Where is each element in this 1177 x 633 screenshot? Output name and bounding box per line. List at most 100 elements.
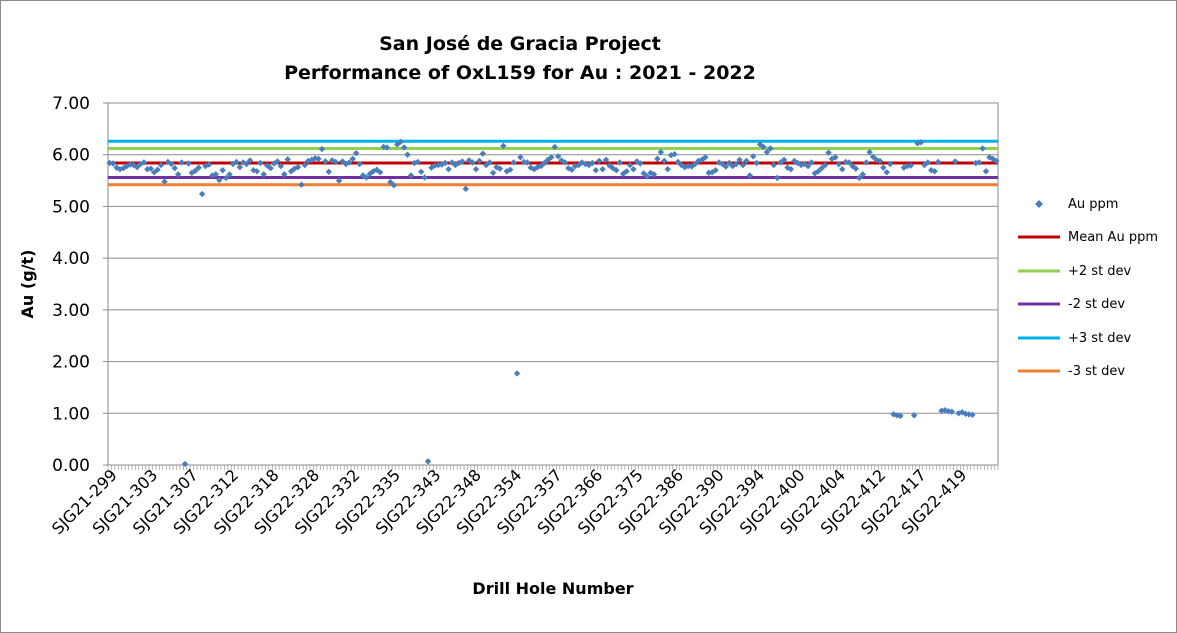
data-point bbox=[113, 164, 120, 171]
legend-item: Au ppm bbox=[1018, 195, 1168, 228]
data-point bbox=[565, 164, 572, 172]
data-point bbox=[856, 174, 863, 182]
data-point bbox=[274, 158, 281, 165]
data-point bbox=[469, 159, 476, 166]
data-point bbox=[236, 163, 243, 171]
data-point bbox=[585, 161, 593, 169]
data-point bbox=[863, 159, 870, 166]
data-point bbox=[318, 145, 326, 153]
data-point bbox=[548, 154, 555, 161]
data-point bbox=[924, 159, 932, 166]
data-point bbox=[216, 176, 223, 184]
data-point bbox=[804, 162, 812, 170]
data-point bbox=[294, 163, 302, 171]
data-point bbox=[780, 156, 788, 164]
legend-line-icon bbox=[1018, 302, 1060, 306]
data-point bbox=[815, 168, 822, 175]
data-point bbox=[982, 168, 990, 175]
data-point bbox=[989, 155, 997, 163]
data-point bbox=[993, 157, 1000, 165]
data-point bbox=[387, 178, 394, 186]
data-point bbox=[712, 167, 719, 174]
data-point bbox=[702, 154, 709, 161]
data-point bbox=[394, 141, 401, 148]
y-tick-label: 3.00 bbox=[52, 301, 90, 321]
data-point bbox=[845, 159, 853, 166]
data-point bbox=[647, 169, 654, 177]
data-point bbox=[592, 167, 599, 174]
data-point bbox=[192, 167, 199, 174]
data-point bbox=[157, 161, 165, 169]
data-point bbox=[941, 406, 949, 414]
legend-label: -2 st dev bbox=[1068, 297, 1126, 313]
data-point bbox=[133, 163, 141, 171]
data-point bbox=[722, 163, 730, 170]
data-point bbox=[774, 174, 781, 182]
data-point bbox=[284, 156, 291, 163]
data-point bbox=[907, 162, 914, 169]
data-point bbox=[756, 141, 764, 148]
legend-item: +3 st dev bbox=[1018, 329, 1168, 362]
data-point bbox=[267, 164, 274, 172]
data-point bbox=[613, 167, 620, 174]
data-point bbox=[695, 157, 702, 165]
data-point bbox=[890, 411, 897, 418]
data-point bbox=[551, 143, 558, 151]
data-point bbox=[979, 145, 986, 152]
data-point bbox=[945, 408, 952, 415]
data-point bbox=[736, 156, 743, 164]
legend-line-icon bbox=[1018, 369, 1060, 373]
data-point bbox=[616, 159, 623, 166]
data-point bbox=[602, 156, 610, 164]
data-point bbox=[298, 181, 305, 188]
data-point bbox=[281, 171, 288, 178]
data-point bbox=[664, 165, 671, 173]
data-point bbox=[589, 159, 596, 167]
data-point bbox=[900, 164, 908, 171]
data-point bbox=[383, 144, 391, 151]
data-point bbox=[489, 169, 497, 177]
data-point bbox=[390, 182, 398, 189]
data-point bbox=[524, 159, 531, 166]
y-axis-title: Au (g/t) bbox=[18, 250, 37, 319]
data-point bbox=[445, 165, 452, 173]
data-point bbox=[507, 166, 514, 173]
data-point bbox=[174, 171, 182, 178]
data-point bbox=[825, 149, 832, 156]
data-point bbox=[459, 158, 466, 165]
data-point bbox=[500, 142, 507, 150]
legend-item: Mean Au ppm bbox=[1018, 228, 1168, 261]
data-point bbox=[876, 157, 884, 165]
data-point bbox=[948, 408, 955, 415]
data-point bbox=[599, 165, 606, 173]
data-point bbox=[869, 153, 877, 160]
data-point bbox=[763, 148, 771, 156]
data-point bbox=[120, 164, 127, 172]
data-point bbox=[127, 161, 134, 168]
data-point bbox=[164, 158, 172, 166]
data-point bbox=[739, 161, 747, 169]
data-point bbox=[746, 172, 754, 179]
data-point bbox=[257, 159, 264, 167]
data-point bbox=[969, 411, 976, 419]
legend-label: -3 st dev bbox=[1068, 363, 1126, 379]
data-point bbox=[958, 409, 966, 416]
y-tick-label: 2.00 bbox=[52, 353, 90, 373]
data-point bbox=[578, 159, 586, 166]
data-point bbox=[418, 168, 425, 175]
data-point bbox=[784, 164, 791, 171]
data-point bbox=[352, 149, 360, 157]
data-point bbox=[479, 150, 487, 157]
data-point bbox=[510, 159, 517, 166]
x-axis-title: Drill Hole Number bbox=[472, 579, 633, 598]
data-point bbox=[596, 157, 603, 165]
data-point bbox=[886, 160, 894, 168]
data-point bbox=[154, 166, 161, 173]
data-point bbox=[698, 156, 706, 164]
data-point bbox=[643, 173, 651, 180]
data-point bbox=[654, 155, 661, 163]
data-point bbox=[568, 166, 576, 173]
data-point bbox=[770, 161, 777, 169]
data-point bbox=[212, 171, 220, 178]
